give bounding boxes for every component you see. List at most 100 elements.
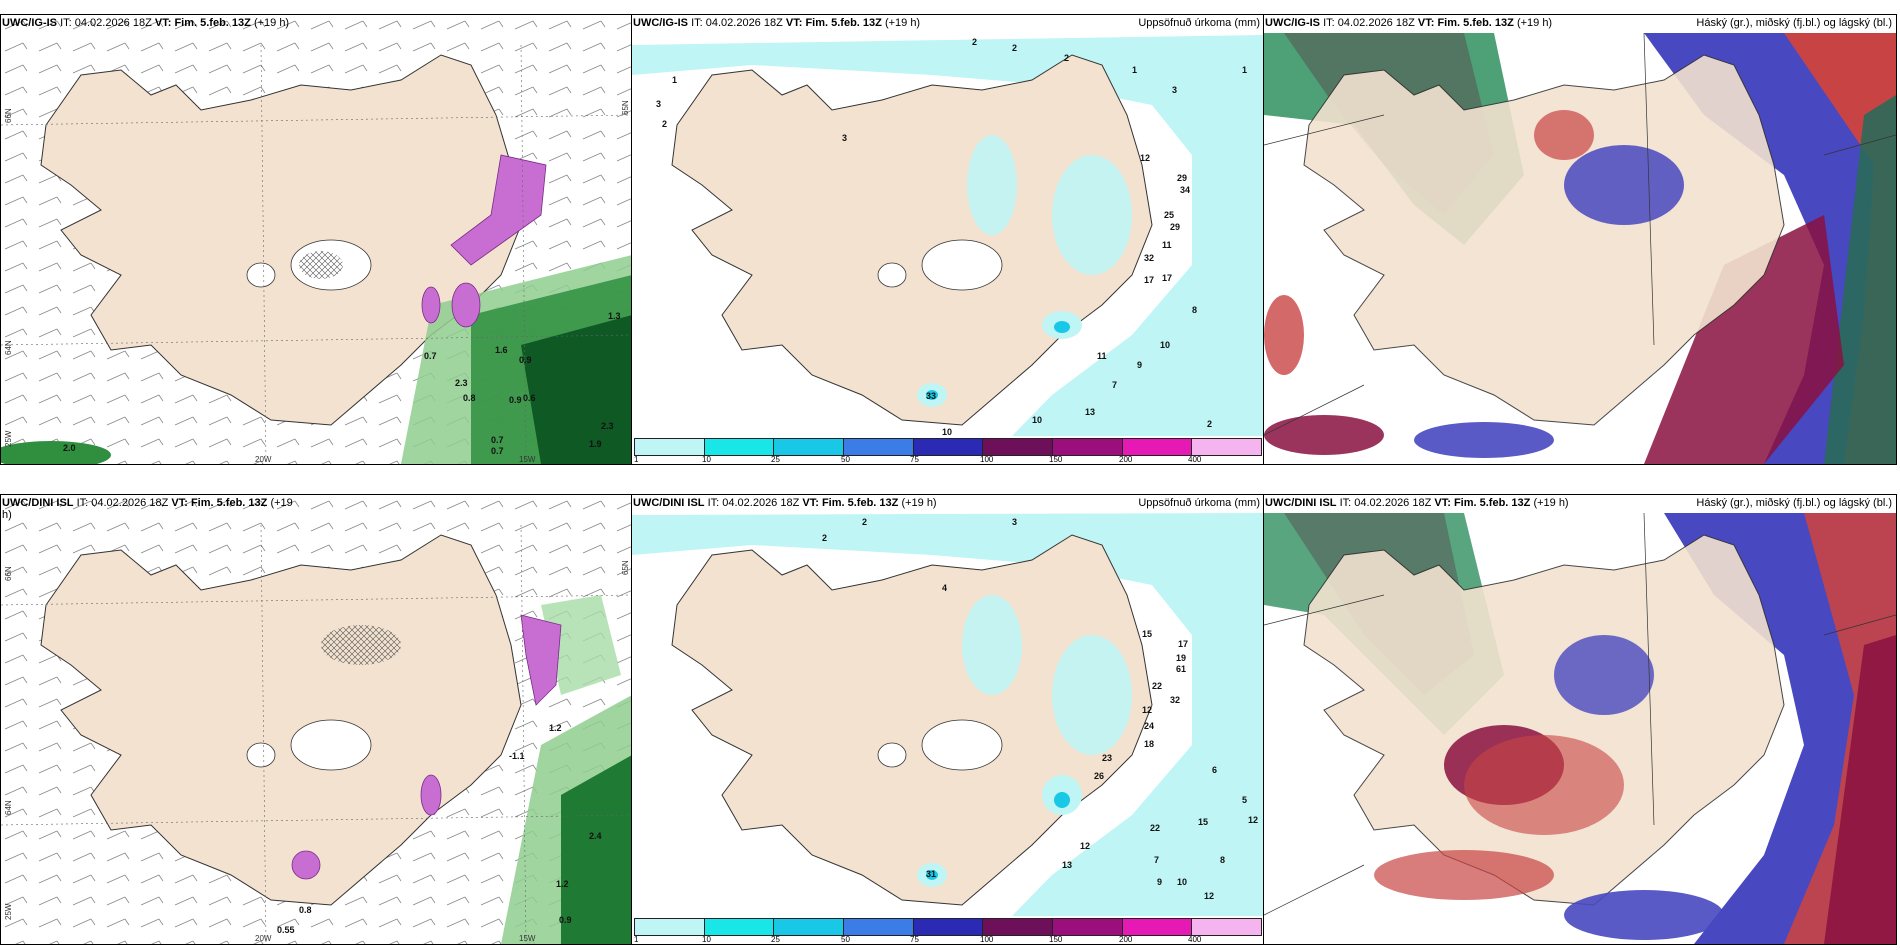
panel-header: UWC/IG-IS IT: 04.02.2026 18Z VT: Fim. 5.… [1265,17,1892,29]
lon-label: 20W [255,934,272,943]
snow-value: 0.9 [559,915,572,925]
legend-swatch [844,439,914,455]
precip-value: 17 [1178,639,1189,649]
map-canvas [1,495,632,944]
precip-value: 15 [1198,817,1209,827]
precip-value: 23 [1102,753,1113,763]
precip-value: 10 [1160,340,1171,350]
lon-label: 15W [519,455,536,464]
legend-tick: 25 [771,935,780,944]
precip-value: 15 [1142,629,1153,639]
snow-value: 1.2 [549,723,562,733]
panel-title: Uppsöfnuð úrkoma (mm) [1138,497,1260,509]
legend-tick: 75 [910,935,919,944]
precip-value: 25 [1164,210,1175,220]
legend-swatch [1053,919,1123,935]
snow-value: 1.6 [495,345,508,355]
model-label: UWC/DINI ISL [1265,497,1337,509]
panel-header: UWC/DINI ISL IT: 04.02.2026 18Z VT: Fim.… [633,497,1260,509]
valid-time: Fim. 5.feb. 13Z [174,17,251,29]
lead-time: (+19 h) [1533,497,1569,509]
snow-value: 0.6 [523,393,536,403]
precip-value: 3 [1172,85,1178,95]
precip-value: 32 [1144,253,1155,263]
precip-value: 61 [1176,664,1187,674]
valid-time: Fim. 5.feb. 13Z [190,497,268,509]
legend-tick: 50 [841,935,850,944]
model-label: UWC/DINI ISL [633,497,705,509]
panel-title: Háský (gr.), miðský (fj.bl.) og lágský (… [1696,17,1892,29]
init-time: 04.02.2026 18Z [74,17,152,29]
snow-value: 2.3 [601,421,614,431]
legend-swatch [704,439,775,455]
precip-value: 24 [1144,721,1155,731]
precip-value: 29 [1170,222,1181,232]
legend-tick: 25 [771,455,780,464]
precip-value: 2 [1064,53,1070,63]
panel-title: Uppsöfnuð úrkoma (mm) [1138,17,1260,29]
model-label: UWC/IG-IS [633,17,688,29]
snow-value: 1.9 [589,439,602,449]
snow-value: 0.7 [491,435,504,445]
precip-value: 7 [1154,855,1160,865]
legend-swatch [983,919,1054,935]
precip-value: 17 [1162,273,1173,283]
panel-header: UWC/IG-IS IT: 04.02.2026 18Z VT: Fim. 5.… [633,17,1260,29]
legend-tick: 100 [980,455,994,464]
precip-value: 12 [1142,705,1153,715]
panel-top-right-clouds: UWC/IG-IS IT: 04.02.2026 18Z VT: Fim. 5.… [1263,14,1897,465]
init-time: 04.02.2026 18Z [1354,497,1432,509]
snow-value: 0.55 [277,925,295,935]
map-canvas [632,15,1264,436]
init-time: 04.02.2026 18Z [91,497,169,509]
map-canvas [1,15,632,464]
legend-swatch [844,919,914,935]
legend-swatch [913,919,984,935]
precip-value: 8 [1192,305,1198,315]
snow-value: 0.9 [519,355,532,365]
precip-value: 31 [926,869,937,879]
lat-label: 66N [4,566,13,581]
legend-swatch [983,439,1054,455]
lon-label: 20W [255,455,272,464]
model-label: UWC/DINI ISL [2,497,74,509]
precip-value: 22 [1152,681,1163,691]
panel-bottom-mid-precipitation: UWC/DINI ISL IT: 04.02.2026 18Z VT: Fim.… [631,494,1265,945]
precip-value: 2 [662,119,668,129]
precip-value: 10 [942,427,953,437]
snow-value: 1.3 [608,311,621,321]
precip-value: 8 [1220,855,1226,865]
lat-label: 64N [4,340,13,355]
precip-value: 10 [1177,877,1188,887]
precip-value: 4 [942,583,948,593]
precip-value: 1 [1132,65,1138,75]
legend-swatch [1122,439,1193,455]
snow-value: 2.0 [63,443,76,453]
precip-value: 7 [1112,380,1118,390]
snow-value: -1.1 [509,751,525,761]
legend-swatch [1053,439,1123,455]
legend-tick: 50 [841,455,850,464]
init-time: 04.02.2026 18Z [1337,17,1415,29]
lat-label: 25W [4,903,13,920]
snow-value: 0.8 [299,905,312,915]
map-canvas [1264,495,1896,944]
legend-tick: 1 [634,455,639,464]
legend-tick: 200 [1119,455,1133,464]
precip-value: 19 [1176,653,1187,663]
precip-legend: 1 10 25 50 75 100 150 200 400 [632,916,1264,944]
precip-value: 13 [1085,407,1096,417]
legend-tick: 400 [1188,455,1202,464]
legend-tick: 10 [702,455,711,464]
precip-value: 12 [1204,891,1215,901]
valid-time: Fim. 5.feb. 13Z [1453,497,1531,509]
legend-swatch [913,439,984,455]
legend-swatch [635,919,705,935]
panel-header: UWC/DINI ISL IT: 04.02.2026 18Z VT: Fim.… [1265,497,1892,509]
precip-value: 2 [822,533,828,543]
precip-value: 9 [1157,877,1163,887]
precip-value: 13 [1062,860,1073,870]
precip-value: 32 [1170,695,1181,705]
map-canvas [1264,15,1896,464]
precip-value: 2 [862,517,868,527]
